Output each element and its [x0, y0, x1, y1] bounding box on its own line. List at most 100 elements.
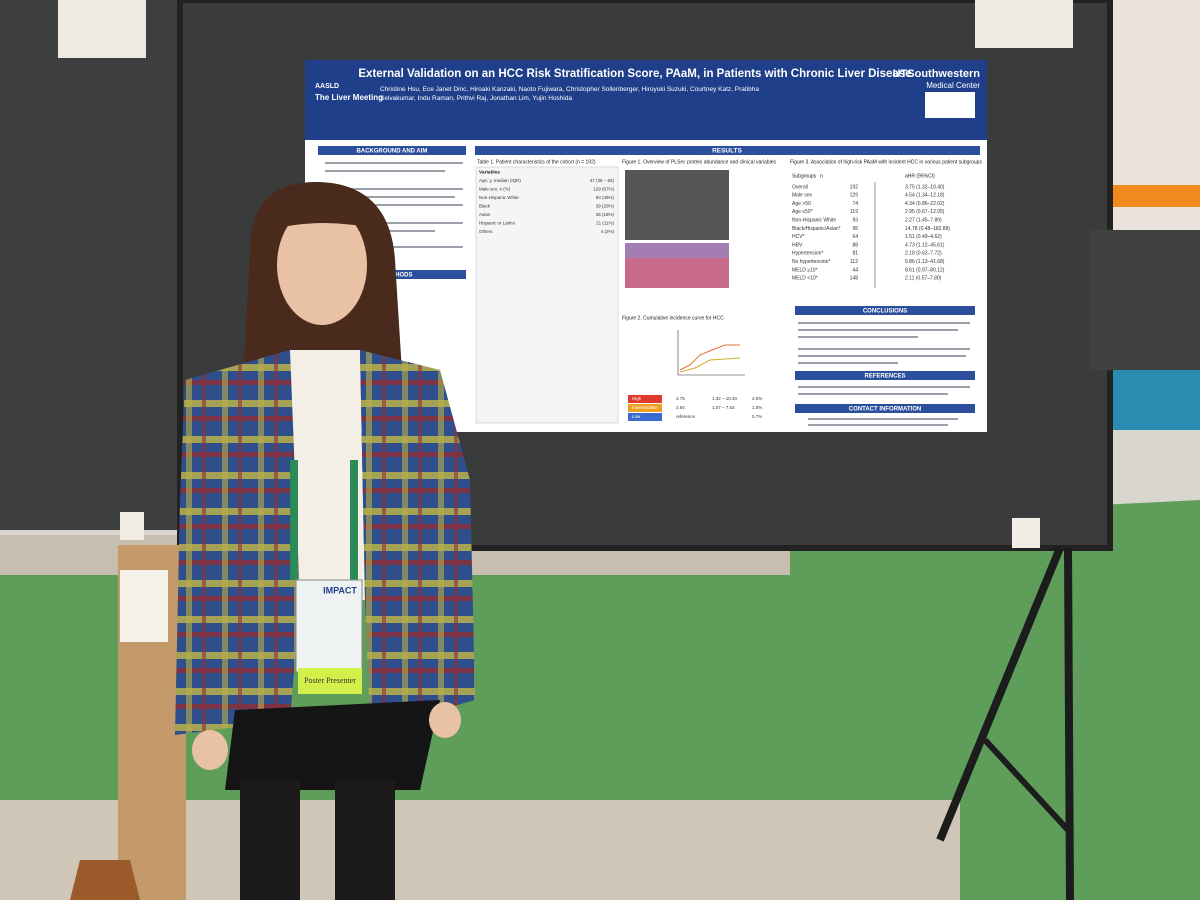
badge-program: IMPACT: [323, 585, 357, 595]
caption: Table 1. Patient characteristics of the …: [477, 159, 596, 165]
table-cell: 39 (20%): [596, 204, 615, 209]
forest-cell: 2.18 (0.62–7.72): [905, 251, 942, 257]
forest-table: Subgroups n aHR (95%CI) Overall 192 3.75 (1.3…: [792, 173, 950, 281]
board-label: [975, 0, 1073, 48]
orange-panel: [1105, 185, 1200, 207]
board-right: [1090, 230, 1200, 370]
section-title: ETHODS: [387, 273, 412, 279]
table-cell: 129 (67%): [593, 187, 614, 192]
risk-swatch: [628, 395, 662, 403]
logo: The Liver Meeting: [315, 93, 383, 102]
risk-cell: 4.0%: [752, 396, 762, 401]
easel-brace: [982, 737, 1071, 833]
incidence-curve: [679, 344, 740, 371]
table-cell: 21 (11%): [596, 221, 614, 226]
forest-cell: 3.75 (1.32–10.40): [905, 184, 945, 190]
table-cell: Asian: [479, 212, 491, 217]
cup: [1012, 518, 1040, 548]
forest-cell: 148: [850, 276, 859, 282]
table-cell: Non-Hispanic White: [479, 195, 519, 200]
table-rows: Age, y, median (IQR) 47 (38 – 56) Male sex…: [479, 178, 614, 234]
forest-cell: Overall: [792, 184, 808, 190]
risk-table: High 3.75 1.32 – 10.40 4.0% Intermediate 2.84…: [628, 395, 762, 421]
risk-swatch: [628, 413, 662, 421]
risk-cell: 1.0%: [752, 405, 762, 410]
forest-cell: 6.86 (1.13–41.68): [905, 259, 945, 265]
board-label: [58, 0, 146, 58]
table-cell: Male sex, n (%): [479, 187, 511, 192]
section-bar: [795, 404, 975, 413]
forest-cell: 2.27 (1.45–7.89): [905, 218, 942, 224]
reference-text: [798, 386, 970, 395]
section-title: BACKGROUND AND AIM: [357, 149, 428, 155]
risk-swatch: [628, 404, 662, 412]
heatmap-protein: [625, 243, 729, 258]
forest-cell: 119: [850, 209, 858, 215]
bag: [70, 860, 140, 900]
institution-sub: Medical Center: [926, 81, 980, 90]
easel-leg: [936, 546, 1064, 842]
caption: Figure 2. Cumulative incidence curve for…: [622, 315, 724, 321]
risk-cell: High: [632, 396, 642, 401]
forest-cell: Hypertension*: [792, 251, 823, 257]
leg: [335, 780, 395, 900]
jacket-left: [175, 350, 300, 735]
risk-cell: 0.7%: [752, 414, 762, 419]
section-title: CONCLUSIONS: [863, 309, 907, 315]
forest-cell: 2.11 (0.57–7.80): [905, 276, 942, 282]
forest-cell: Male sex: [792, 193, 813, 199]
section-title: CONTACT INFORMATION: [849, 407, 921, 413]
shirt: [285, 350, 365, 600]
badge: [295, 579, 363, 673]
forest-cell: HCV*: [792, 234, 805, 240]
easel-leg: [1064, 547, 1074, 901]
face: [277, 205, 367, 325]
forest-cell: Age ≤50*: [792, 209, 813, 215]
forest-cell: MELD ≥10*: [792, 267, 818, 273]
forest-cell: 64: [852, 234, 858, 240]
forest-cell: 93: [852, 218, 858, 224]
forest-cell: 4.73 (1.12–45.61): [905, 242, 945, 248]
forest-cell: 4.54 (1.34–12.18): [905, 193, 945, 199]
risk-cell: Intermediate: [632, 405, 658, 410]
logo-box: [925, 92, 975, 118]
forest-cell: 88: [852, 242, 858, 248]
hair-top: [250, 198, 392, 260]
risk-cell: 1.07 – 7.53: [712, 405, 735, 410]
skirt: [225, 700, 440, 790]
forest-cell: 44: [852, 267, 858, 273]
table-cell: Others: [479, 229, 493, 234]
lanyard: [290, 460, 298, 580]
lanyard: [350, 460, 358, 580]
forest-cell: 4.34 (0.86–22.02): [905, 201, 945, 207]
table-cell: 47 (38 – 56): [590, 178, 615, 183]
forest-cell: 95: [852, 226, 858, 232]
forest-cell: Black/Hispanic/Asian*: [792, 226, 841, 232]
forest-cell: Age >50: [792, 201, 811, 207]
badge-ribbon: Poster Presenter: [304, 676, 356, 685]
poster-header: [305, 60, 987, 140]
forest-cell: 14.78 (0.48–182.88): [905, 226, 950, 232]
risk-cell: reference: [676, 414, 696, 419]
hand: [429, 702, 461, 738]
forest-header: aHR (95%CI): [905, 173, 935, 179]
incidence-curve: [679, 357, 741, 373]
forest-cell: No hypertension*: [792, 259, 830, 265]
leg: [240, 780, 300, 900]
forest-cell: 112: [850, 259, 858, 265]
table-cell: Black: [479, 204, 491, 209]
forest-cell: HBV: [792, 242, 803, 248]
table-cell: 93 (48%): [596, 195, 615, 200]
forest-cell: 2.95 (0.67–12.05): [905, 209, 945, 215]
institution: UTSouthwestern: [893, 68, 981, 80]
table-cell: 35 (18%): [596, 212, 615, 217]
forest-cell: MELD <10*: [792, 276, 818, 282]
section-bar: [795, 371, 975, 380]
risk-cell: 2.84: [676, 405, 685, 410]
section-bar: [318, 146, 466, 155]
table-cell: Hispanic or Latino: [479, 221, 516, 226]
forest-cell: 1.51 (0.49–4.62): [905, 234, 942, 240]
section-bar: [795, 306, 975, 315]
